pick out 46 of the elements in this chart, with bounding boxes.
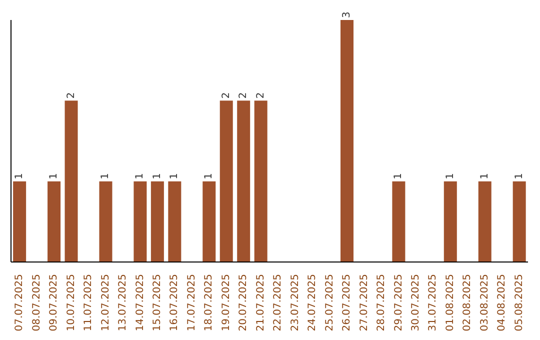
x-tick-label: 24.07.2025	[307, 274, 318, 332]
data-label: 2	[66, 92, 77, 99]
x-tick-label: 22.07.2025	[272, 274, 284, 332]
x-tick-label: 01.08.2025	[444, 274, 456, 332]
x-tick-label: 10.07.2025	[66, 274, 77, 332]
data-label: 1	[444, 172, 456, 180]
x-tick-label: 26.07.2025	[342, 274, 353, 332]
x-tick-label: 08.07.2025	[31, 274, 42, 332]
x-tick-label: 18.07.2025	[204, 274, 215, 332]
data-label: 2	[220, 92, 232, 99]
data-label: 3	[342, 12, 352, 18]
x-tick-label: 21.07.2025	[255, 274, 266, 332]
x-tick-label: 15.07.2025	[152, 274, 163, 332]
data-label: 2	[255, 92, 266, 99]
x-tick-label: 04.08.2025	[496, 274, 508, 332]
x-tick-label: 20.07.2025	[238, 274, 250, 332]
x-tick-label: 05.08.2025	[514, 274, 525, 332]
x-tick-label: 17.07.2025	[186, 274, 198, 332]
data-label: 1	[169, 172, 180, 180]
x-tick-label: 30.07.2025	[410, 274, 422, 332]
data-label: 2	[238, 92, 250, 99]
x-tick-label: 27.07.2025	[358, 274, 370, 332]
data-label: 1	[100, 172, 112, 180]
data-label: 1	[204, 172, 215, 180]
x-tick-label: 31.07.2025	[428, 274, 439, 332]
x-tick-label: 28.07.2025	[376, 274, 388, 332]
x-tick-label: 14.07.2025	[134, 274, 146, 332]
data-label: 1	[514, 172, 525, 180]
x-tick-label: 19.07.2025	[220, 274, 232, 332]
data-label: 1	[152, 172, 163, 180]
x-tick-label: 07.07.2025	[14, 274, 26, 332]
x-tick-label: 13.07.2025	[118, 274, 129, 332]
x-tick-label: 29.07.2025	[393, 274, 404, 332]
x-tick-label: 23.07.2025	[290, 274, 301, 332]
x-tick-label: 03.08.2025	[479, 274, 490, 332]
x-tick-label: 25.07.2025	[324, 274, 336, 332]
x-tick-label: 12.07.2025	[100, 274, 112, 332]
x-tick-label: 09.07.2025	[48, 274, 60, 332]
x-tick-label: 02.08.2025	[462, 274, 474, 332]
data-label: 1	[479, 172, 490, 180]
x-tick-label: 11.07.2025	[83, 274, 94, 332]
data-label: 1	[48, 172, 60, 180]
data-label: 1	[134, 172, 146, 180]
data-label: 1	[393, 172, 404, 180]
x-tick-label: 16.07.2025	[169, 274, 180, 332]
data-label: 1	[14, 172, 26, 180]
